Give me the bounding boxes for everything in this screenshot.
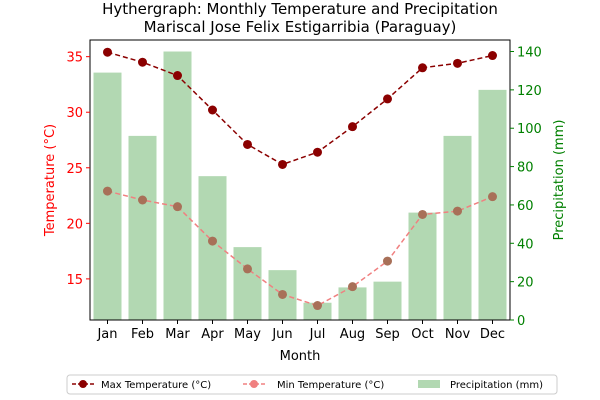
x-tick-label-mar: Mar: [165, 327, 190, 342]
y-axis-label-left: Temperature (°C): [43, 124, 58, 237]
min-temp-point-oct: [418, 209, 427, 219]
y-right-tick-label-140: 140: [517, 46, 542, 61]
y-right-tick-label-60: 60: [517, 199, 534, 214]
temperature-lines: [103, 47, 497, 311]
y-left-tick-label-35: 35: [66, 51, 83, 66]
y-right-tick-label-0: 0: [517, 314, 525, 329]
max-temp-point-dec: [488, 51, 497, 61]
x-tick-label-oct: Oct: [411, 327, 433, 342]
y-right-tick-label-20: 20: [517, 276, 534, 291]
precip-bar-feb: [128, 135, 157, 320]
legend-label-max: Max Temperature (°C): [101, 380, 211, 391]
x-tick-label-nov: Nov: [445, 327, 471, 342]
y-right-tick-label-80: 80: [517, 161, 534, 176]
max-temp-point-nov: [453, 58, 462, 68]
max-temp-point-jul: [313, 147, 322, 157]
precip-bar-nov: [443, 135, 472, 320]
x-tick-label-jul: Jul: [309, 327, 326, 342]
min-temp-point-jun: [278, 289, 287, 299]
precip-bar-jul: [303, 302, 332, 320]
max-temp-point-jun: [278, 159, 287, 169]
legend-swatch-precip: [418, 380, 440, 388]
max-temp-line: [107, 51, 493, 166]
min-temp-point-may: [243, 264, 252, 274]
precip-bar-sep: [373, 281, 402, 320]
y-axis-label-right: Precipitation (mm): [552, 120, 567, 241]
legend-marker-max: [79, 380, 87, 388]
max-temp-point-feb: [138, 57, 147, 67]
min-temp-point-mar: [173, 202, 182, 212]
y-right-tick-label-100: 100: [517, 122, 542, 137]
plot-frame: [89, 39, 511, 321]
x-tick-label-apr: Apr: [201, 327, 224, 342]
y-left-tick-label-30: 30: [66, 106, 83, 121]
chart-subtitle: Mariscal Jose Felix Estigarribia (Paragu…: [144, 18, 457, 36]
legend-entry-min: Min Temperature (°C): [243, 380, 384, 391]
x-tick-label-jan: Jan: [96, 327, 117, 342]
max-temp-point-oct: [418, 63, 427, 73]
chart-title: Hythergraph: Monthly Temperature and Pre…: [102, 0, 498, 18]
legend: Max Temperature (°C) Min Temperature (°C…: [66, 374, 558, 395]
precip-bar-oct: [408, 212, 437, 320]
legend-box: [66, 374, 558, 395]
max-temp-point-apr: [208, 105, 217, 115]
x-tick-label-feb: Feb: [131, 327, 154, 342]
precip-bar-may: [233, 247, 262, 320]
y-left-tick-label-25: 25: [66, 162, 83, 177]
min-temp-point-sep: [383, 256, 392, 266]
precip-bar-dec: [478, 89, 507, 320]
axes: Jan Feb Mar Apr May Jun Jul Aug Sep Oct Nov Dec 15 20…: [66, 39, 542, 342]
min-temp-point-aug: [348, 282, 357, 292]
legend-entry-max: Max Temperature (°C): [72, 380, 211, 391]
max-temp-point-sep: [383, 94, 392, 104]
y-left-tick-label-20: 20: [66, 217, 83, 232]
precip-bar-aug: [338, 287, 367, 320]
legend-marker-min: [250, 380, 258, 388]
x-tick-label-sep: Sep: [375, 327, 400, 342]
legend-label-min: Min Temperature (°C): [277, 380, 384, 391]
max-temp-point-jan: [103, 47, 112, 57]
precipitation-bars: [93, 51, 507, 320]
min-temp-point-apr: [208, 236, 217, 246]
min-temp-line: [107, 190, 493, 307]
precip-bar-mar: [163, 51, 192, 320]
x-axis-label: Month: [280, 349, 321, 364]
legend-label-precip: Precipitation (mm): [450, 380, 543, 391]
y-right-tick-label-120: 120: [517, 84, 542, 99]
legend-entry-precip: Precipitation (mm): [418, 380, 543, 391]
x-tick-label-jun: Jun: [271, 327, 292, 342]
max-temp-point-aug: [348, 122, 357, 132]
x-tick-label-dec: Dec: [480, 327, 505, 342]
min-temp-point-nov: [453, 206, 462, 216]
max-temp-point-mar: [173, 71, 182, 81]
y-left-tick-label-15: 15: [66, 273, 83, 288]
min-temp-point-jan: [103, 186, 112, 196]
max-temp-point-may: [243, 139, 252, 149]
x-tick-label-aug: Aug: [340, 327, 365, 342]
precip-bar-jan: [93, 72, 122, 320]
min-temp-point-dec: [488, 192, 497, 202]
min-temp-point-jul: [313, 301, 322, 311]
min-temp-point-feb: [138, 195, 147, 205]
y-right-tick-label-40: 40: [517, 237, 534, 252]
x-tick-label-may: May: [234, 327, 261, 342]
